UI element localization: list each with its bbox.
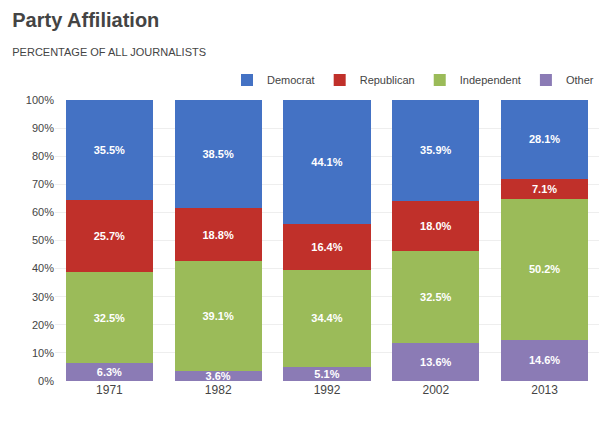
svg-text:35.9%: 35.9% [420,144,451,156]
svg-text:18.0%: 18.0% [420,220,451,232]
svg-text:20%: 20% [32,319,54,331]
svg-text:13.6%: 13.6% [420,356,451,368]
svg-text:25.7%: 25.7% [94,230,125,242]
svg-text:Independent: Independent [460,74,521,86]
svg-text:80%: 80% [32,150,54,162]
svg-text:40%: 40% [32,262,54,274]
svg-text:PERCENTAGE OF ALL JOURNALISTS: PERCENTAGE OF ALL JOURNALISTS [12,46,206,58]
svg-text:28.1%: 28.1% [529,133,560,145]
svg-text:50.2%: 50.2% [529,263,560,275]
svg-text:16.4%: 16.4% [311,241,342,253]
svg-text:2013: 2013 [531,383,558,397]
svg-text:38.5%: 38.5% [202,148,233,160]
svg-text:70%: 70% [32,178,54,190]
svg-text:18.8%: 18.8% [202,229,233,241]
svg-text:44.1%: 44.1% [311,156,342,168]
svg-text:Republican: Republican [360,74,415,86]
svg-text:7.1%: 7.1% [532,183,557,195]
svg-text:2002: 2002 [422,383,449,397]
svg-text:1971: 1971 [96,383,123,397]
svg-text:5.1%: 5.1% [314,368,339,380]
svg-text:90%: 90% [32,122,54,134]
svg-text:Democrat: Democrat [267,74,315,86]
svg-text:Other: Other [566,74,594,86]
svg-text:60%: 60% [32,206,54,218]
svg-text:30%: 30% [32,291,54,303]
svg-text:34.4%: 34.4% [311,312,342,324]
svg-text:6.3%: 6.3% [97,366,122,378]
svg-text:35.5%: 35.5% [94,144,125,156]
svg-text:1992: 1992 [314,383,341,397]
svg-text:Party Affiliation: Party Affiliation [12,9,159,31]
svg-text:14.6%: 14.6% [529,354,560,366]
svg-text:100%: 100% [26,94,54,106]
svg-text:1982: 1982 [205,383,232,397]
svg-text:10%: 10% [32,347,54,359]
svg-text:32.5%: 32.5% [94,312,125,324]
svg-text:39.1%: 39.1% [202,310,233,322]
svg-text:3.6%: 3.6% [206,370,231,382]
svg-text:50%: 50% [32,234,54,246]
svg-text:0%: 0% [38,375,54,387]
svg-text:32.5%: 32.5% [420,291,451,303]
